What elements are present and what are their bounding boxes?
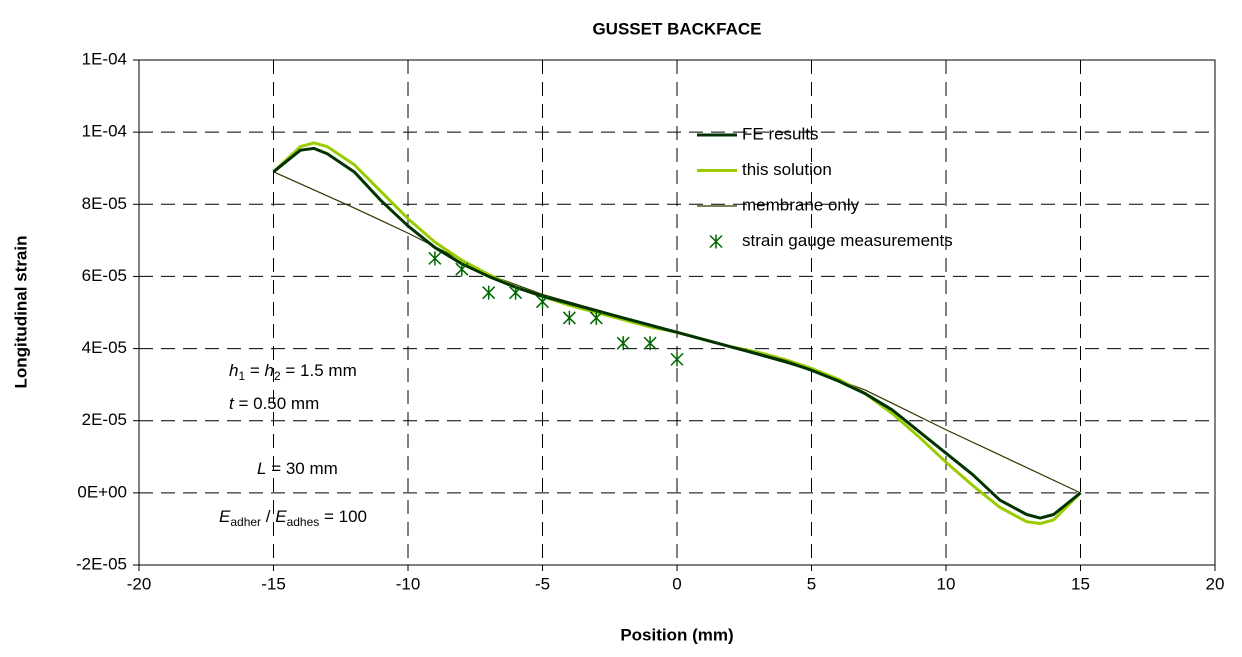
x-tick-label: 10 [937, 574, 956, 593]
y-tick-label: 2E-05 [82, 410, 127, 429]
x-tick-label: 15 [1071, 574, 1090, 593]
x-tick-label: 5 [807, 574, 816, 593]
scatter-point [616, 336, 630, 351]
legend-label: strain gauge measurements [742, 231, 953, 250]
scatter-point [482, 285, 496, 300]
annotation: t = 0.50 mm [229, 394, 319, 413]
scatter-point [589, 310, 603, 325]
x-tick-label: 0 [672, 574, 681, 593]
scatter-point [428, 251, 442, 266]
x-tick-label: -5 [535, 574, 550, 593]
y-tick-label: 6E-05 [82, 266, 127, 285]
annotation: Eadher / Eadhes = 100 [219, 507, 367, 529]
scatter-point [643, 336, 657, 351]
legend-label: this solution [742, 160, 832, 179]
plot-area [138, 59, 1216, 566]
annotation: h1 = h2 = 1.5 mm [229, 361, 357, 383]
legend-marker [709, 234, 723, 249]
chart-title: GUSSET BACKFACE [592, 19, 761, 38]
x-tick-label: -20 [127, 574, 152, 593]
y-axis-label: Longitudinal strain [11, 236, 30, 389]
scatter-point [562, 310, 576, 325]
annotation: L = 30 mm [257, 459, 338, 478]
scatter-point [670, 352, 684, 367]
y-tick-label: -2E-05 [76, 554, 127, 573]
y-tick-label: 1E-04 [82, 122, 127, 141]
x-tick-label: 20 [1206, 574, 1225, 593]
scatter-point [455, 262, 469, 277]
x-tick-label: -10 [396, 574, 421, 593]
scatter-point [535, 294, 550, 309]
series-line [272, 146, 1082, 520]
x-axis-label: Position (mm) [620, 625, 733, 644]
scatter-point [509, 285, 523, 300]
y-tick-label: 4E-05 [82, 338, 127, 357]
y-tick-label: 8E-05 [82, 194, 127, 213]
y-tick-label: 0E+00 [77, 482, 127, 501]
legend-label: membrane only [742, 195, 860, 214]
x-tick-label: -15 [261, 574, 286, 593]
legend-label: FE results [742, 124, 819, 143]
y-tick-label: 1E-04 [82, 49, 127, 68]
